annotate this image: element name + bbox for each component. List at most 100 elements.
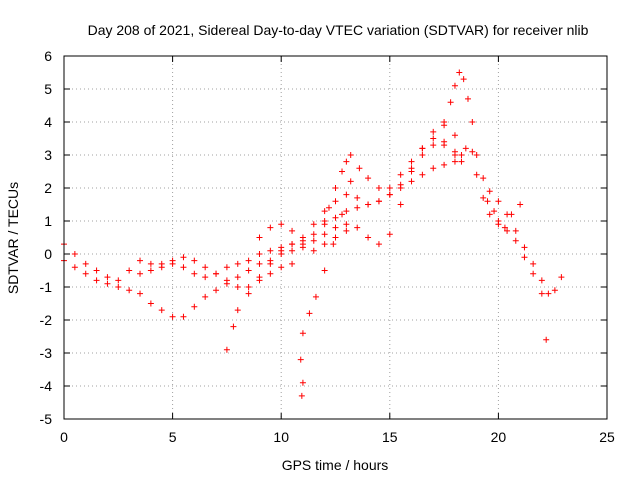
data-point bbox=[517, 201, 524, 208]
data-point bbox=[332, 185, 339, 191]
data-point bbox=[486, 188, 493, 195]
data-point bbox=[223, 346, 230, 353]
data-point bbox=[245, 284, 252, 290]
y-tick-label: -5 bbox=[40, 411, 53, 427]
data-point bbox=[321, 231, 328, 238]
data-series-arc-4 bbox=[223, 135, 458, 353]
y-tick-label: -3 bbox=[40, 345, 53, 361]
data-point bbox=[71, 251, 78, 257]
data-series-arc-5 bbox=[256, 122, 469, 254]
data-point bbox=[458, 158, 465, 165]
y-tick-label: -4 bbox=[40, 378, 53, 394]
data-point bbox=[278, 247, 285, 254]
data-point bbox=[137, 257, 144, 264]
data-point bbox=[234, 284, 241, 290]
data-point bbox=[202, 264, 209, 271]
data-point bbox=[321, 208, 328, 215]
data-point bbox=[321, 241, 328, 248]
data-point bbox=[245, 257, 252, 264]
data-point bbox=[441, 161, 448, 168]
data-point bbox=[530, 260, 537, 267]
data-point bbox=[419, 145, 426, 152]
data-point bbox=[408, 158, 415, 165]
data-point bbox=[473, 171, 480, 178]
data-point bbox=[543, 336, 550, 343]
data-point bbox=[538, 277, 545, 284]
x-tick-label: 0 bbox=[60, 429, 68, 445]
data-point bbox=[332, 224, 339, 231]
data-point bbox=[339, 168, 346, 175]
data-point bbox=[278, 221, 285, 228]
data-point bbox=[137, 290, 144, 297]
data-point bbox=[397, 171, 404, 178]
data-point bbox=[408, 178, 415, 185]
data-point bbox=[71, 264, 78, 271]
data-point bbox=[558, 274, 565, 281]
data-point bbox=[147, 260, 154, 267]
y-tick-label: -2 bbox=[40, 312, 53, 328]
data-point bbox=[451, 82, 458, 89]
data-point bbox=[343, 191, 350, 198]
data-point bbox=[484, 198, 491, 205]
data-series-arc-9 bbox=[441, 69, 565, 297]
data-point bbox=[464, 95, 471, 102]
data-point bbox=[430, 165, 437, 172]
data-point bbox=[299, 241, 306, 248]
data-point bbox=[82, 270, 89, 277]
data-point bbox=[397, 201, 404, 208]
data-points bbox=[61, 69, 565, 399]
data-point bbox=[332, 234, 339, 241]
data-point bbox=[289, 241, 296, 248]
data-point bbox=[191, 270, 198, 277]
data-point bbox=[430, 142, 437, 149]
data-point bbox=[451, 158, 458, 165]
data-point bbox=[347, 152, 354, 158]
data-point bbox=[473, 152, 480, 158]
data-point bbox=[460, 76, 467, 83]
data-point bbox=[521, 254, 528, 261]
data-point bbox=[408, 165, 415, 172]
data-point bbox=[321, 218, 328, 224]
data-point bbox=[491, 208, 498, 215]
data-point bbox=[508, 211, 515, 218]
data-point bbox=[256, 234, 263, 241]
data-point bbox=[386, 185, 393, 191]
data-point bbox=[278, 264, 285, 271]
data-point bbox=[245, 290, 252, 297]
data-point bbox=[234, 274, 241, 281]
data-point bbox=[462, 145, 469, 152]
y-tick-label: 1 bbox=[44, 213, 52, 229]
chart-title: Day 208 of 2021, Sidereal Day-to-day VTE… bbox=[88, 22, 589, 38]
data-series-arc-3 bbox=[137, 254, 296, 290]
y-tick-label: 2 bbox=[44, 180, 52, 196]
y-tick-label: 0 bbox=[44, 246, 52, 262]
data-point bbox=[375, 241, 382, 248]
data-point bbox=[180, 313, 187, 320]
data-point bbox=[297, 356, 304, 363]
data-point bbox=[495, 198, 502, 205]
data-point bbox=[298, 392, 305, 399]
data-point bbox=[551, 287, 558, 294]
data-point bbox=[213, 270, 220, 277]
data-point bbox=[82, 260, 89, 267]
data-point bbox=[126, 287, 133, 294]
data-point bbox=[419, 152, 426, 158]
data-point bbox=[256, 251, 263, 257]
data-series-arc-1 bbox=[61, 158, 465, 284]
data-series-arc-7 bbox=[321, 152, 354, 224]
data-point bbox=[104, 274, 111, 281]
data-point bbox=[234, 260, 241, 267]
data-point bbox=[343, 208, 350, 215]
data-point bbox=[223, 277, 230, 284]
data-point bbox=[306, 310, 313, 317]
data-point bbox=[451, 148, 458, 155]
data-point bbox=[495, 218, 502, 224]
data-series-arc-10 bbox=[469, 148, 550, 343]
data-point bbox=[441, 119, 448, 125]
data-point bbox=[213, 287, 220, 294]
data-point bbox=[230, 323, 237, 330]
data-point bbox=[325, 204, 332, 211]
data-point bbox=[115, 277, 122, 284]
x-axis-label: GPS time / hours bbox=[282, 457, 389, 473]
